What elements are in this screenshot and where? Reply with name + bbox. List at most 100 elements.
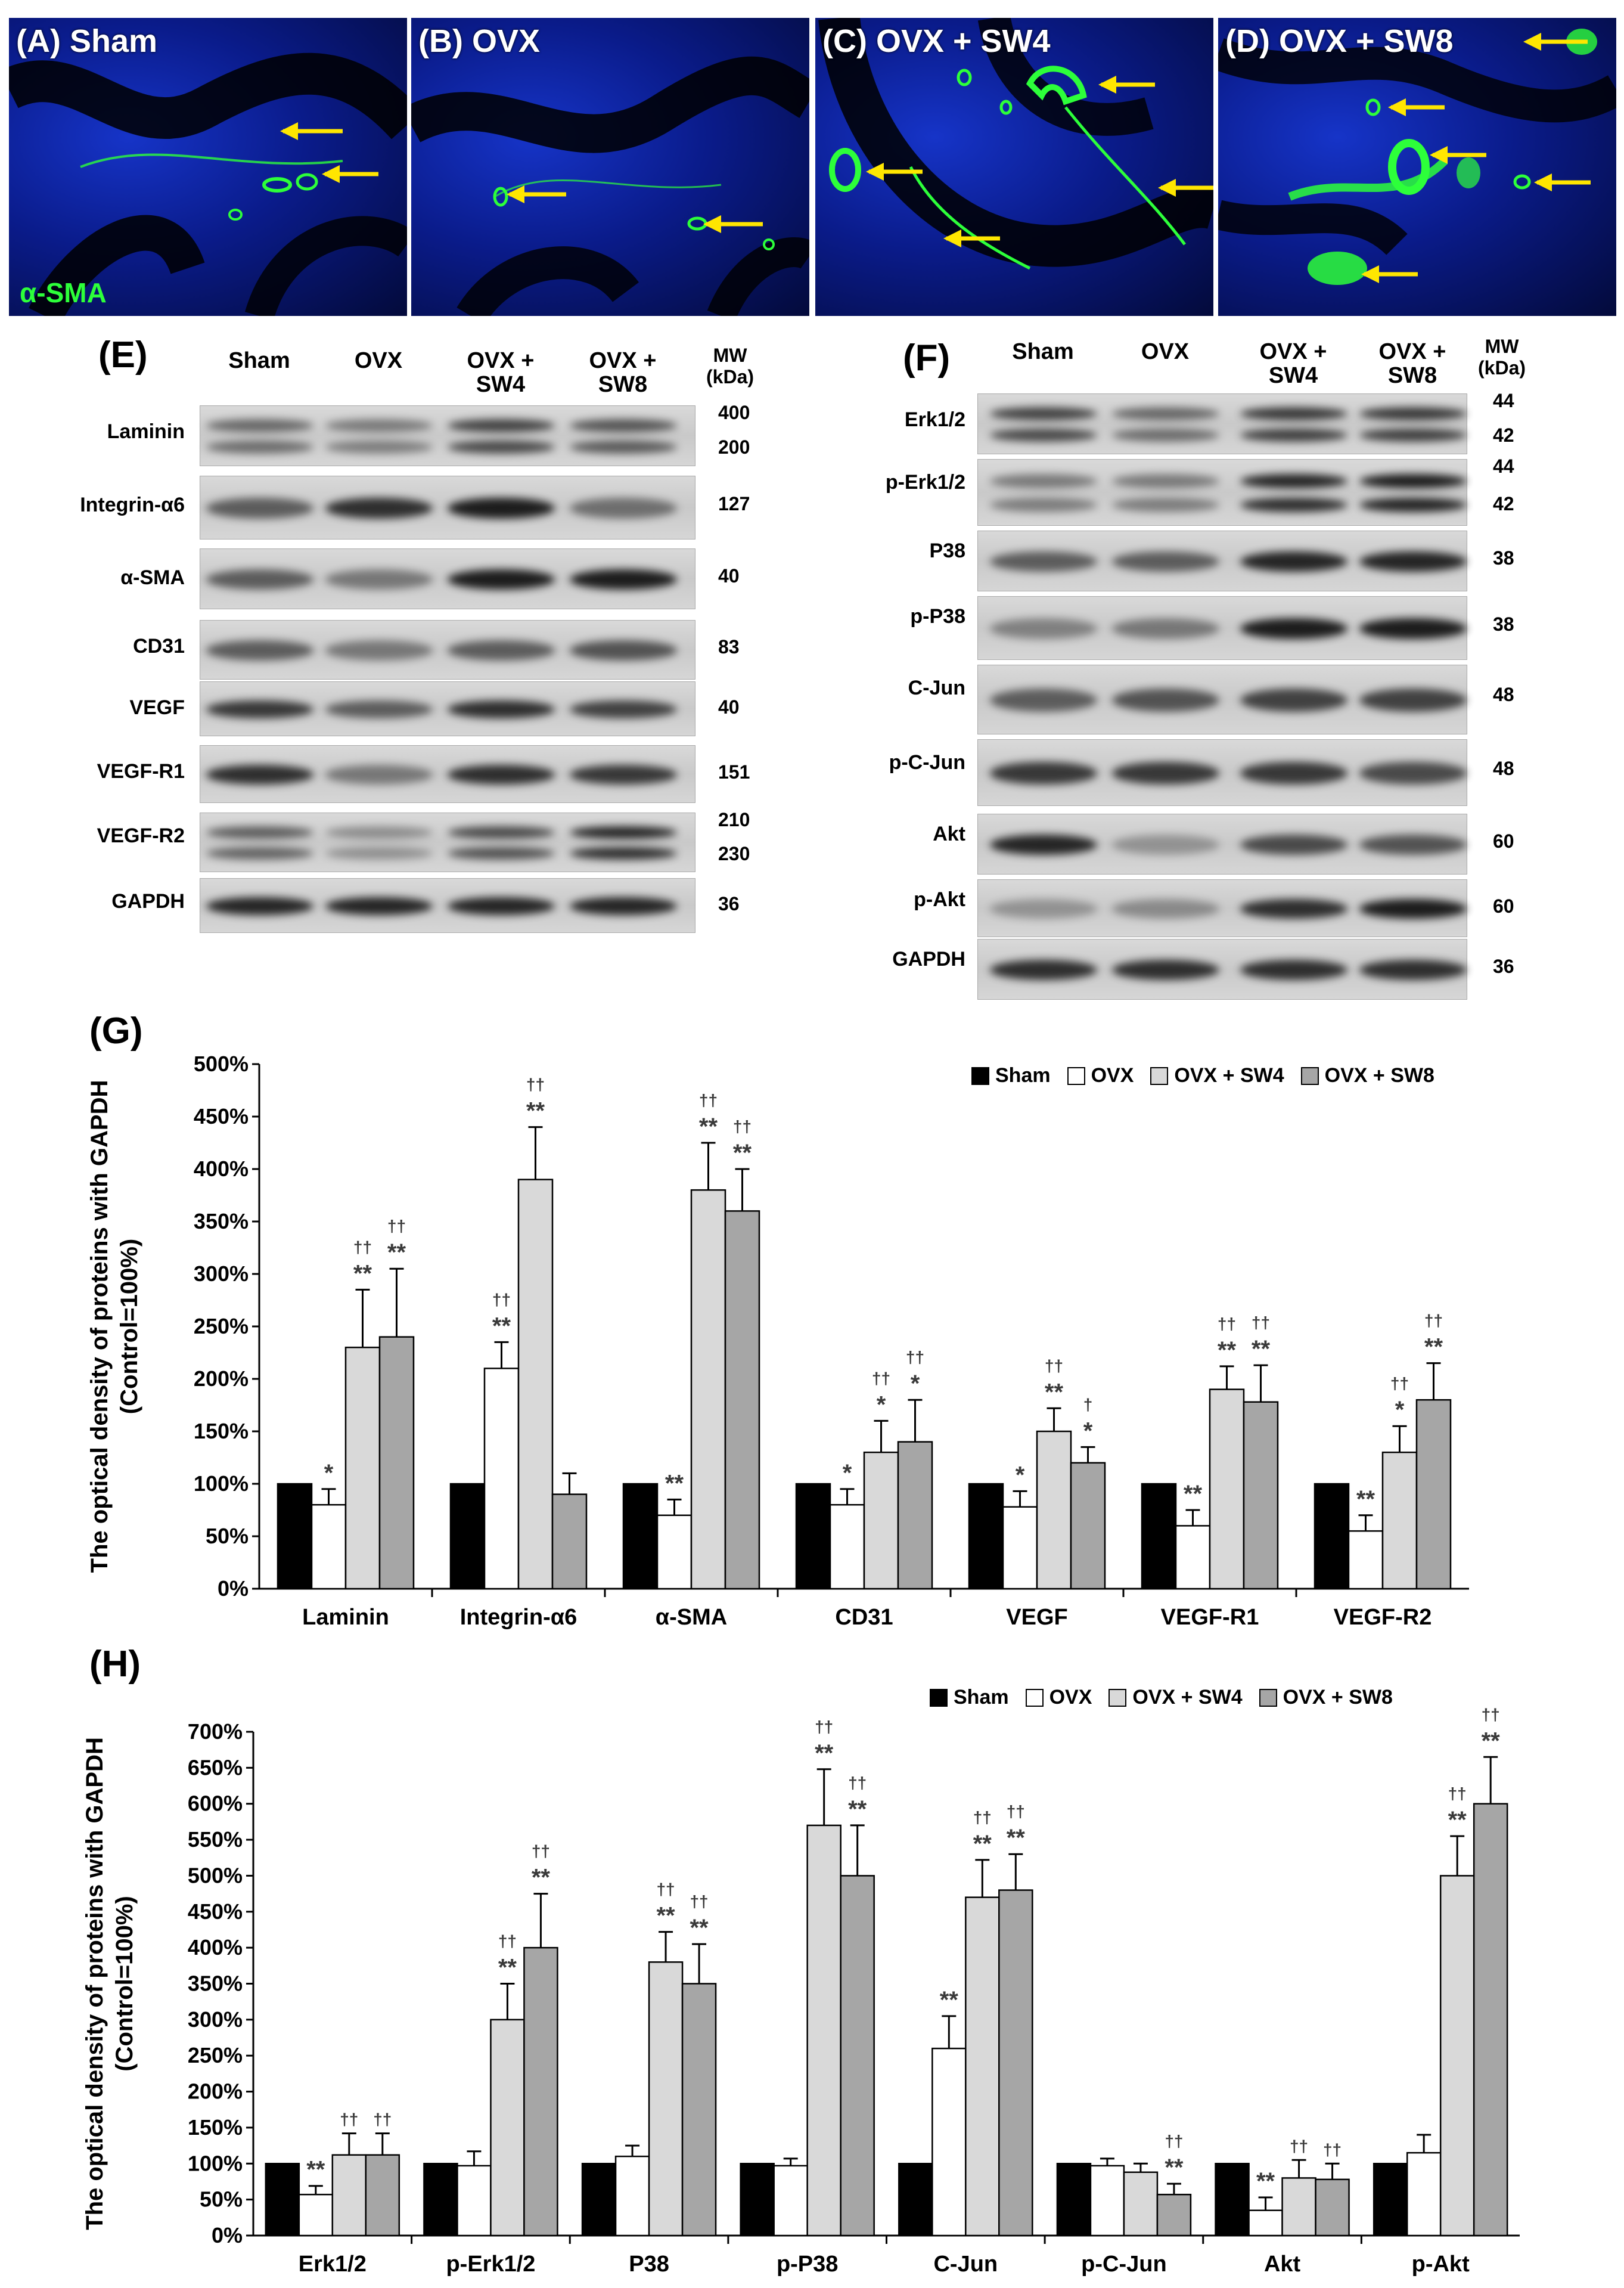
- legend-item: OVX: [1025, 1686, 1092, 1709]
- significance-mark: **: [1184, 1481, 1203, 1507]
- protein-band: [1240, 835, 1347, 855]
- micrograph-sham: (A) Sham α-SMA: [9, 18, 407, 316]
- protein-band: [1359, 474, 1467, 489]
- category-label: p-Akt: [1412, 2252, 1470, 2277]
- protein-band: [206, 640, 313, 661]
- significance-dagger: ††: [1390, 1374, 1409, 1393]
- micrograph-sham-image: [9, 52, 407, 316]
- blot-row-label: VEGF: [129, 696, 185, 719]
- significance-dagger: ††: [690, 1892, 708, 1911]
- protein-band: [1240, 618, 1347, 640]
- blot-strip: [977, 596, 1467, 660]
- legend-label: Sham: [954, 1686, 1009, 1709]
- blot-strip: [977, 879, 1467, 937]
- protein-band: [325, 569, 433, 590]
- protein-band: [1112, 899, 1219, 919]
- protein-band: [990, 835, 1097, 855]
- lane-header: OVX: [354, 348, 403, 373]
- significance-mark: *: [324, 1460, 334, 1486]
- protein-band: [448, 826, 555, 839]
- y-tick-label: 500%: [194, 1052, 249, 1076]
- mw-label: 151: [718, 761, 750, 783]
- panel-letter: (H): [89, 1644, 141, 1685]
- significance-mark: **: [1356, 1486, 1375, 1512]
- legend-swatch: [1259, 1688, 1277, 1707]
- significance-mark: **: [492, 1313, 511, 1339]
- blot-row-label: C-Jun: [908, 677, 965, 699]
- bar-chart-panel-g: (G) 0% 50% 100% 150% 200% 250% 300% 350% 400% 450%…: [0, 1007, 1624, 1651]
- significance-dagger: ††: [815, 1717, 833, 1736]
- blot-row-label: CD31: [133, 635, 185, 658]
- y-tick-label: 250%: [188, 2043, 243, 2067]
- protein-band: [1359, 899, 1467, 919]
- protein-band: [570, 765, 677, 785]
- significance-mark: **: [1045, 1379, 1064, 1405]
- protein-band: [990, 407, 1097, 420]
- blot-strip: [200, 745, 695, 803]
- bar: [1243, 1401, 1279, 1590]
- category-label: VEGF-R1: [1161, 1605, 1259, 1630]
- protein-band: [570, 640, 677, 661]
- blot-strip: [200, 878, 695, 933]
- y-tick-label: 100%: [188, 2151, 243, 2175]
- significance-dagger: ††: [1482, 1705, 1500, 1723]
- bar: [1141, 1483, 1177, 1590]
- significance-dagger: ††: [1424, 1312, 1443, 1330]
- y-tick-label: 200%: [194, 1366, 249, 1391]
- bar: [1070, 1462, 1106, 1590]
- bar: [806, 1824, 842, 2237]
- blot-row-label: Akt: [933, 823, 965, 845]
- bar: [1415, 1399, 1452, 1590]
- significance-dagger: ††: [1045, 1356, 1063, 1375]
- y-tick-label: 400%: [188, 1935, 243, 1960]
- bar: [1373, 2163, 1408, 2237]
- significance-mark: **: [665, 1470, 684, 1496]
- legend-label: OVX + SW8: [1283, 1686, 1393, 1709]
- significance-dagger: †: [1083, 1395, 1093, 1413]
- blot-strip: [977, 459, 1467, 526]
- significance-mark: **: [498, 1955, 517, 1981]
- protein-band: [1359, 429, 1467, 442]
- significance-mark: **: [848, 1796, 867, 1822]
- category-label: p-P38: [777, 2252, 838, 2277]
- category-label: VEGF: [1006, 1605, 1067, 1630]
- y-tick-label: 700%: [188, 1719, 243, 1744]
- legend-item: OVX + SW8: [1300, 1064, 1434, 1087]
- protein-band: [990, 960, 1097, 980]
- legend-label: Sham: [995, 1064, 1051, 1087]
- significance-mark: **: [1448, 1807, 1467, 1833]
- bar: [622, 1483, 659, 1590]
- stain-label: α-SMA: [20, 277, 107, 308]
- bar: [483, 1368, 520, 1590]
- bar: [310, 1503, 347, 1590]
- protein-band: [448, 419, 555, 432]
- protein-band: [1240, 762, 1347, 785]
- significance-dagger: ††: [872, 1369, 890, 1387]
- protein-band: [448, 640, 555, 661]
- significance-dagger: ††: [353, 1238, 372, 1256]
- mw-label: 200: [718, 436, 750, 458]
- legend-label: OVX: [1049, 1686, 1092, 1709]
- bar: [1314, 1483, 1350, 1590]
- significance-mark: **: [1424, 1334, 1443, 1360]
- micrograph-sw4-image: [818, 18, 1213, 270]
- significance-dagger: ††: [906, 1348, 924, 1366]
- micrograph-ovx-image: [411, 56, 809, 316]
- blot-strip: [977, 393, 1467, 454]
- y-tick-label: 50%: [200, 2187, 243, 2212]
- panel-letter: (E): [98, 334, 148, 376]
- protein-band: [325, 441, 433, 454]
- significance-mark: **: [532, 1865, 551, 1891]
- chart-legend: Sham OVX OVX + SW4 OVX + SW8: [971, 1064, 1434, 1087]
- bar: [265, 2163, 300, 2237]
- legend-item: OVX + SW8: [1259, 1686, 1393, 1709]
- category-label: p-C-Jun: [1081, 2252, 1167, 2277]
- bar: [365, 2154, 400, 2237]
- protein-band: [1112, 689, 1219, 712]
- significance-mark: *: [843, 1460, 852, 1486]
- bar: [1315, 2178, 1350, 2237]
- legend-item: Sham: [971, 1064, 1051, 1087]
- category-label: α-SMA: [656, 1605, 727, 1630]
- significance-mark: **: [353, 1260, 372, 1286]
- protein-band: [1240, 899, 1347, 919]
